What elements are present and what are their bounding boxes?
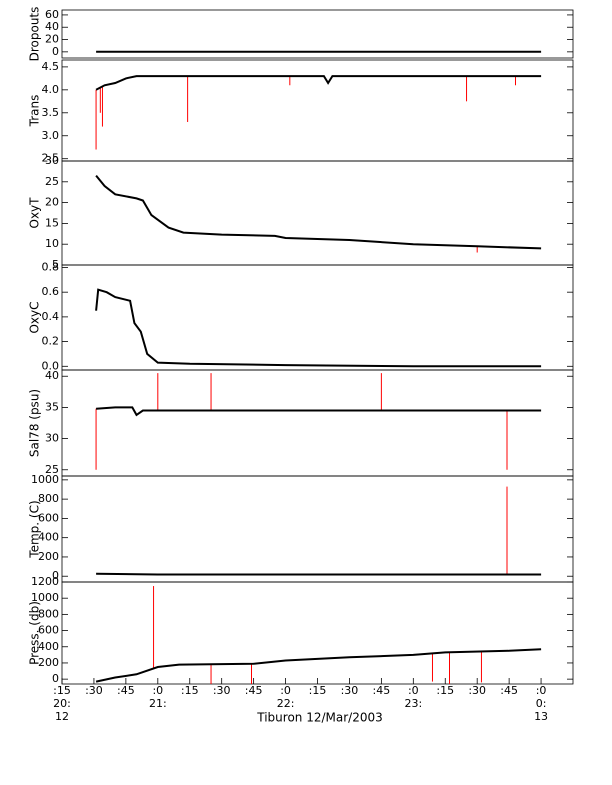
y-tick-label: 15 [45,216,59,229]
y-tick-label: 800 [38,492,59,505]
y-tick-label: 25 [45,463,59,476]
y-tick-label: 0.8 [42,260,60,273]
y-tick-label: 40 [45,369,59,382]
x-day-label: 12 [55,710,69,723]
y-tick-label: 40 [45,20,59,33]
x-tick-label: :15 [53,684,71,697]
y-tick-label: 0 [52,672,59,685]
y-tick-label: 1000 [31,473,59,486]
y-tick-label: 60 [45,8,59,21]
y-tick-label: 0 [52,45,59,58]
y-tick-label: 600 [38,624,59,637]
x-tick-label: :15 [309,684,327,697]
x-tick-label: :15 [436,684,454,697]
y-tick-label: 30 [45,432,59,445]
y-tick-label: 4.0 [42,83,60,96]
plot-frame [61,264,574,371]
y-tick-label: 200 [38,656,59,669]
y-axis-label: OxyT [28,197,42,229]
y-tick-label: 10 [45,237,59,250]
y-tick-label: 0.4 [42,310,60,323]
y-tick-label: 3.5 [42,106,60,119]
y-tick-label: 400 [38,531,59,544]
x-tick-label: :45 [245,684,263,697]
x-tick-label: :0 [280,684,291,697]
y-tick-label: 400 [38,640,59,653]
x-tick-label: :45 [117,684,135,697]
y-tick-label: 0 [52,569,59,582]
x-tick-label: :30 [213,684,231,697]
x-tick-label: :30 [468,684,486,697]
y-tick-label: 200 [38,550,59,563]
x-hour-label: 21: [149,697,167,710]
data-line [95,75,542,91]
y-tick-label: 5 [52,258,59,271]
x-day-label: 13 [534,710,548,723]
y-axis-label: Sal78 (psu) [28,389,42,457]
x-hour-label: 0: [536,697,547,710]
plot-frame [61,369,574,477]
x-tick-label: :45 [500,684,518,697]
y-tick-label: 3.0 [42,129,60,142]
y-axis-label: Temp. (C) [28,500,42,558]
x-hour-label: 23: [404,697,422,710]
x-hour-label: 20: [53,697,71,710]
data-line [96,572,542,576]
data-line [95,174,542,250]
y-tick-label: 2.5 [42,152,60,165]
plot-frame [61,475,574,583]
y-tick-label: 0.6 [42,285,60,298]
plot-frame [61,160,574,266]
y-tick-label: 0.0 [42,359,60,372]
y-axis-label: Dropouts [28,7,42,62]
y-axis-label: OxyC [28,301,42,333]
y-tick-label: 35 [45,400,59,413]
y-tick-label: 0.2 [42,335,60,348]
y-tick-label: 30 [45,154,59,167]
plot-frame [61,9,574,59]
y-axis-label: Press. (db) [28,601,42,665]
y-tick-label: 800 [38,607,59,620]
y-tick-label: 25 [45,175,59,188]
x-tick-label: :30 [85,684,103,697]
x-tick-label: :30 [341,684,359,697]
x-tick-label: :45 [373,684,391,697]
x-tick-label: :0 [152,684,163,697]
data-line [96,406,542,417]
x-tick-label: :0 [408,684,419,697]
plot-frame [61,581,574,685]
y-tick-label: 1200 [31,575,59,588]
y-tick-label: 600 [38,511,59,524]
x-tick-label: :0 [536,684,547,697]
x-hour-label: 22: [277,697,295,710]
data-line [95,648,542,683]
data-line [95,288,542,368]
y-tick-label: 20 [45,196,59,209]
y-tick-label: 20 [45,33,59,46]
y-axis-label: Trans [28,95,42,128]
x-tick-label: :15 [181,684,199,697]
x-axis-label: Tiburon 12/Mar/2003 [256,711,382,725]
y-tick-label: 1000 [31,591,59,604]
y-tick-label: 4.5 [42,60,60,73]
